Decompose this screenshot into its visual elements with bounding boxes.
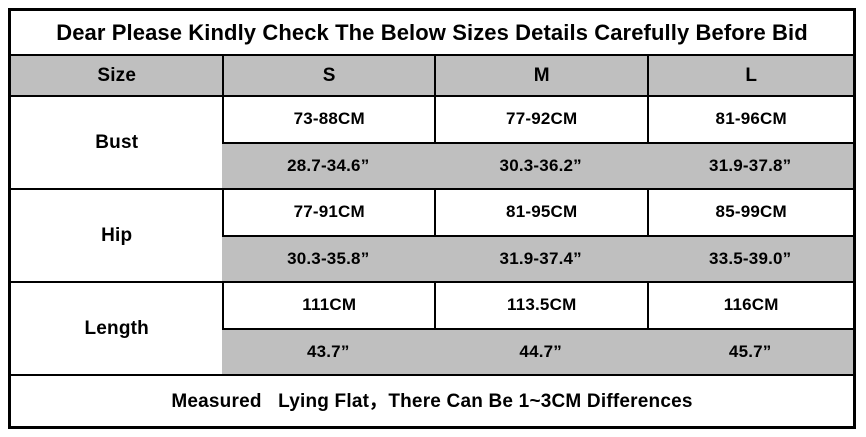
bust-cm-m: 77-92CM bbox=[433, 95, 648, 142]
row-label-bust: Bust bbox=[11, 95, 223, 188]
length-cm-l: 116CM bbox=[647, 281, 853, 328]
bust-cm-s: 73-88CM bbox=[222, 95, 434, 142]
row-label-length: Length bbox=[11, 281, 223, 374]
length-inch-l: 45.7” bbox=[647, 327, 853, 374]
length-inch-s: 43.7” bbox=[222, 327, 434, 374]
column-header-m: M bbox=[433, 54, 648, 95]
table-title: Dear Please Kindly Check The Below Sizes… bbox=[56, 19, 808, 45]
length-cm-m: 113.5CM bbox=[433, 281, 648, 328]
bust-inch-l: 31.9-37.8” bbox=[647, 141, 853, 188]
column-header-s: S bbox=[222, 54, 434, 95]
hip-inch-m: 31.9-37.4” bbox=[433, 234, 648, 281]
length-inch-m: 44.7” bbox=[433, 327, 648, 374]
column-header-l: L bbox=[647, 54, 853, 95]
hip-inch-s: 30.3-35.8” bbox=[222, 234, 434, 281]
hip-cm-s: 77-91CM bbox=[222, 188, 434, 235]
hip-cm-l: 85-99CM bbox=[647, 188, 853, 235]
row-label-hip: Hip bbox=[11, 188, 223, 281]
bust-cm-l: 81-96CM bbox=[647, 95, 853, 142]
hip-inch-l: 33.5-39.0” bbox=[647, 234, 853, 281]
size-chart-table: Dear Please Kindly Check The Below Sizes… bbox=[8, 8, 856, 429]
hip-cm-m: 81-95CM bbox=[433, 188, 648, 235]
bust-inch-m: 30.3-36.2” bbox=[433, 141, 648, 188]
bust-inch-s: 28.7-34.6” bbox=[222, 141, 434, 188]
length-cm-s: 111CM bbox=[222, 281, 434, 328]
column-header-size: Size bbox=[11, 54, 223, 95]
measurement-note: Measured Lying Flat，There Can Be 1~3CM D… bbox=[11, 374, 853, 422]
